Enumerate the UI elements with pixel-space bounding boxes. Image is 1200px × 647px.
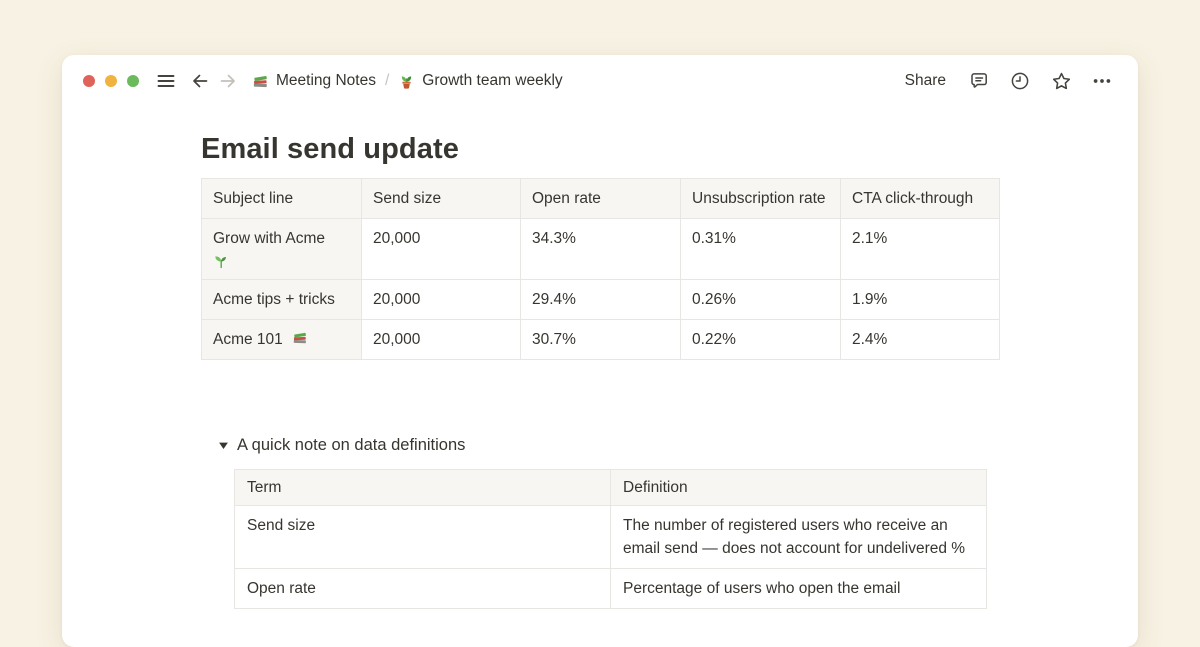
open-rate-cell[interactable]: 30.7% xyxy=(520,319,681,360)
header-send-size[interactable]: Send size xyxy=(361,178,521,219)
header-open-rate[interactable]: Open rate xyxy=(520,178,681,219)
table-row: Acme 101 20,000 30.7% 0.22% 2.4% xyxy=(201,319,1000,360)
open-rate-cell[interactable]: 34.3% xyxy=(520,218,681,280)
definition-cell[interactable]: Percentage of users who open the email xyxy=(610,568,987,609)
books-emoji-icon xyxy=(292,330,308,346)
breadcrumb-label: Growth team weekly xyxy=(422,72,563,89)
header-unsubscription-rate[interactable]: Unsubscription rate xyxy=(680,178,841,219)
seedling-emoji-icon xyxy=(213,251,350,271)
table-row: Acme tips + tricks 20,000 29.4% 0.26% 1.… xyxy=(201,279,1000,320)
subject-cell[interactable]: Acme 101 xyxy=(201,319,362,360)
table-header-row: Subject line Send size Open rate Unsubsc… xyxy=(201,178,1000,219)
ellipsis-icon[interactable] xyxy=(1090,69,1114,93)
open-rate-cell[interactable]: 29.4% xyxy=(520,279,681,320)
unsub-rate-cell[interactable]: 0.26% xyxy=(680,279,841,320)
table-row: Grow with Acme 20,000 34.3% 0.31% 2.1% xyxy=(201,218,1000,280)
window-controls xyxy=(83,75,139,87)
forward-arrow-icon[interactable] xyxy=(216,69,240,93)
close-window-button[interactable] xyxy=(83,75,95,87)
header-term[interactable]: Term xyxy=(234,469,611,506)
header-definition[interactable]: Definition xyxy=(610,469,987,506)
back-arrow-icon[interactable] xyxy=(188,69,212,93)
toggle-triangle-icon[interactable] xyxy=(212,434,234,456)
toggle-label[interactable]: A quick note on data definitions xyxy=(237,436,466,454)
topbar-actions: Share xyxy=(901,69,1114,93)
send-size-cell[interactable]: 20,000 xyxy=(361,319,521,360)
cta-cell[interactable]: 2.1% xyxy=(840,218,1000,280)
table-header-row: Term Definition xyxy=(234,469,987,506)
subject-text: Grow with Acme xyxy=(213,230,325,247)
app-window: Meeting Notes / Growth team weekly Share xyxy=(62,55,1138,647)
unsub-rate-cell[interactable]: 0.31% xyxy=(680,218,841,280)
breadcrumb-item-growth-team-weekly[interactable]: Growth team weekly xyxy=(398,72,563,90)
email-send-table: Subject line Send size Open rate Unsubsc… xyxy=(201,178,1000,360)
table-row: Send size The number of registered users… xyxy=(234,505,987,569)
subject-cell[interactable]: Acme tips + tricks xyxy=(201,279,362,320)
minimize-window-button[interactable] xyxy=(105,75,117,87)
toggle-block: A quick note on data definitions xyxy=(201,431,999,459)
send-size-cell[interactable]: 20,000 xyxy=(361,279,521,320)
breadcrumb-separator: / xyxy=(384,72,390,89)
header-subject-line[interactable]: Subject line xyxy=(201,178,362,219)
subject-text: Acme 101 xyxy=(213,331,283,348)
potted-plant-emoji-icon xyxy=(398,73,415,90)
page-title: Email send update xyxy=(201,133,459,165)
cta-cell[interactable]: 1.9% xyxy=(840,279,1000,320)
term-cell[interactable]: Send size xyxy=(234,505,611,569)
page-content: Email send update Subject line Send size… xyxy=(201,132,1000,609)
subject-cell[interactable]: Grow with Acme xyxy=(201,218,362,280)
books-emoji-icon xyxy=(252,73,269,90)
comment-icon[interactable] xyxy=(967,69,991,93)
header-cta-click-through[interactable]: CTA click-through xyxy=(840,178,1000,219)
breadcrumb-label: Meeting Notes xyxy=(276,72,376,89)
table-row: Open rate Percentage of users who open t… xyxy=(234,568,987,609)
definition-cell[interactable]: The number of registered users who recei… xyxy=(610,505,987,569)
star-icon[interactable] xyxy=(1049,69,1073,93)
unsub-rate-cell[interactable]: 0.22% xyxy=(680,319,841,360)
breadcrumb: Meeting Notes / Growth team weekly xyxy=(252,72,563,90)
topbar: Meeting Notes / Growth team weekly Share xyxy=(62,55,1138,107)
breadcrumb-item-meeting-notes[interactable]: Meeting Notes xyxy=(252,72,376,90)
term-cell[interactable]: Open rate xyxy=(234,568,611,609)
zoom-window-button[interactable] xyxy=(127,75,139,87)
clock-icon[interactable] xyxy=(1008,69,1032,93)
send-size-cell[interactable]: 20,000 xyxy=(361,218,521,280)
cta-cell[interactable]: 2.4% xyxy=(840,319,1000,360)
share-button[interactable]: Share xyxy=(904,72,946,89)
definitions-table: Term Definition Send size The number of … xyxy=(234,469,987,609)
sidebar-menu-icon[interactable] xyxy=(154,69,178,93)
